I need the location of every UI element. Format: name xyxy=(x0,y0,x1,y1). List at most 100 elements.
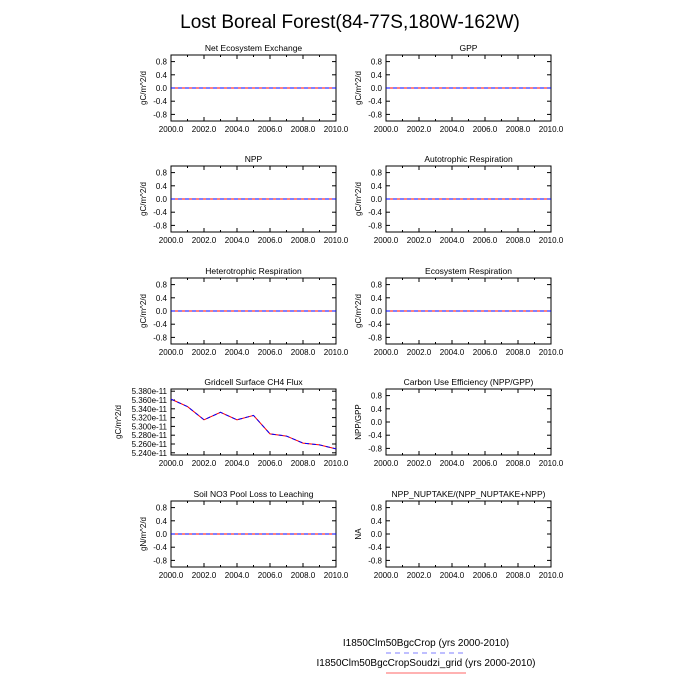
x-tick-label: 2002.0 xyxy=(407,125,432,134)
y-tick-label: 5.360e-11 xyxy=(132,396,168,405)
x-tick-label: 2002.0 xyxy=(407,459,432,468)
y-tick-label: -0.4 xyxy=(368,543,382,552)
plot-frame xyxy=(385,388,552,456)
series-line-2 xyxy=(170,398,337,450)
y-tick-label: 0.8 xyxy=(156,58,168,67)
x-tick-label: 2010.0 xyxy=(324,459,349,468)
y-axis-label: gC/m^2/d xyxy=(354,294,363,328)
y-tick-label: -0.4 xyxy=(368,208,382,217)
y-axis-label: gC/m^2/d xyxy=(139,71,148,105)
x-tick-label: 2008.0 xyxy=(291,348,316,357)
chart-panel-soil-no3-pool-loss-to-leaching: Soil NO3 Pool Loss to Leaching 0.8 0.4 0.0 -… xyxy=(139,489,349,580)
x-tick-label: 2004.0 xyxy=(440,236,465,245)
figure-title: Lost Boreal Forest(84-77S,180W-162W) xyxy=(180,12,520,33)
y-tick-label: 0.0 xyxy=(156,307,168,316)
x-tick-label: 2010.0 xyxy=(539,459,564,468)
x-tick-label: 2002.0 xyxy=(407,571,432,580)
x-tick-label: 2006.0 xyxy=(473,571,498,580)
y-tick-label: 0.8 xyxy=(371,58,383,67)
y-tick-label: 0.0 xyxy=(371,530,383,539)
panel-title: Heterotrophic Respiration xyxy=(205,266,302,276)
y-tick-label: -0.8 xyxy=(368,221,382,230)
y-tick-label: -0.4 xyxy=(368,97,382,106)
series-line-1 xyxy=(170,398,337,450)
y-tick-label: 0.0 xyxy=(156,195,168,204)
x-tick-label: 2004.0 xyxy=(225,125,250,134)
x-tick-label: 2010.0 xyxy=(539,125,564,134)
y-axis-label: gC/m^2/d xyxy=(354,71,363,105)
plot-frame xyxy=(385,500,552,568)
x-tick-label: 2004.0 xyxy=(440,459,465,468)
y-tick-label: 0.0 xyxy=(371,84,383,93)
x-tick-label: 2008.0 xyxy=(506,571,531,580)
y-tick-label: 0.4 xyxy=(371,71,383,80)
chart-panel-npp-nuptake-npp-nuptake-npp: NPP_NUPTAKE/(NPP_NUPTAKE+NPP) 0.8 0.4 0.0 -0… xyxy=(354,489,564,580)
y-axis-label: gC/m^2/d xyxy=(114,405,123,439)
y-tick-label: 5.320e-11 xyxy=(132,414,168,423)
x-tick-label: 2000.0 xyxy=(159,571,184,580)
legend-item-1: I1850Clm50BgcCrop (yrs 2000-2010) xyxy=(343,638,509,654)
y-tick-label: -0.8 xyxy=(153,110,167,119)
y-tick-label: 0.4 xyxy=(371,405,383,414)
y-axis-label: NPP/GPP xyxy=(354,404,363,440)
x-tick-label: 2010.0 xyxy=(324,348,349,357)
legend-label-2: I1850Clm50BgcCropSoudzi_grid (yrs 2000-2… xyxy=(316,658,535,669)
x-tick-label: 2006.0 xyxy=(473,348,498,357)
y-axis-label: gN/m^2/d xyxy=(139,517,148,551)
x-tick-label: 2002.0 xyxy=(407,348,432,357)
y-tick-label: 0.4 xyxy=(371,517,383,526)
chart-panel-gpp: GPP 0.8 0.4 0.0 -0.4 -0.8 2000.0 2002.0 2004.0 20… xyxy=(354,43,564,134)
x-tick-label: 2004.0 xyxy=(225,571,250,580)
panel-title: Carbon Use Efficiency (NPP/GPP) xyxy=(404,377,534,387)
y-tick-label: 5.340e-11 xyxy=(132,405,168,414)
y-tick-label: 0.0 xyxy=(371,195,383,204)
y-tick-label: -0.8 xyxy=(368,556,382,565)
y-tick-label: -0.8 xyxy=(368,333,382,342)
chart-panel-npp: NPP 0.8 0.4 0.0 -0.4 -0.8 2000.0 2002.0 2004.0 20… xyxy=(139,154,349,245)
panel-title: Net Ecosystem Exchange xyxy=(205,43,303,53)
panel-grid: Net Ecosystem Exchange 0.8 0.4 0.0 -0.4 -0.8 2… xyxy=(114,43,564,580)
chart-panel-net-ecosystem-exchange: Net Ecosystem Exchange 0.8 0.4 0.0 -0.4 -0.8 2… xyxy=(139,43,349,134)
x-tick-label: 2002.0 xyxy=(192,459,217,468)
chart-panel-autotrophic-respiration: Autotrophic Respiration 0.8 0.4 0.0 -0.4 -0.8… xyxy=(354,154,564,245)
x-tick-label: 2006.0 xyxy=(473,459,498,468)
x-tick-label: 2006.0 xyxy=(258,571,283,580)
x-tick-label: 2000.0 xyxy=(159,125,184,134)
x-tick-label: 2000.0 xyxy=(374,571,399,580)
y-tick-label: -0.4 xyxy=(153,320,167,329)
x-tick-label: 2008.0 xyxy=(291,125,316,134)
y-tick-label: -0.4 xyxy=(153,97,167,106)
chart-panel-heterotrophic-respiration: Heterotrophic Respiration 0.8 0.4 0.0 -0.4 -0… xyxy=(139,266,349,357)
y-tick-label: 0.0 xyxy=(156,530,168,539)
x-tick-label: 2010.0 xyxy=(539,571,564,580)
y-tick-label: -0.4 xyxy=(153,543,167,552)
y-tick-label: 0.8 xyxy=(156,169,168,178)
panel-title: NPP_NUPTAKE/(NPP_NUPTAKE+NPP) xyxy=(392,489,546,499)
y-tick-label: -0.4 xyxy=(153,208,167,217)
x-tick-label: 2006.0 xyxy=(258,459,283,468)
chart-panel-ecosystem-respiration: Ecosystem Respiration 0.8 0.4 0.0 -0.4 -0.8 20… xyxy=(354,266,564,357)
x-tick-label: 2008.0 xyxy=(506,459,531,468)
y-tick-label: -0.8 xyxy=(153,556,167,565)
x-tick-label: 2000.0 xyxy=(159,236,184,245)
y-tick-label: 0.4 xyxy=(156,182,168,191)
y-tick-label: -0.4 xyxy=(368,320,382,329)
chart-panel-carbon-use-efficiency-npp-gpp: Carbon Use Efficiency (NPP/GPP) 0.8 0.4 0.0… xyxy=(354,377,564,468)
x-tick-label: 2004.0 xyxy=(440,348,465,357)
x-tick-label: 2000.0 xyxy=(374,459,399,468)
y-tick-label: -0.8 xyxy=(153,333,167,342)
y-tick-label: 0.8 xyxy=(371,504,383,513)
x-tick-label: 2004.0 xyxy=(440,125,465,134)
x-tick-label: 2004.0 xyxy=(225,459,250,468)
y-tick-label: 0.4 xyxy=(156,517,168,526)
legend-item-2: I1850Clm50BgcCropSoudzi_grid (yrs 2000-2… xyxy=(316,658,536,674)
panel-title: Autotrophic Respiration xyxy=(424,154,513,164)
plot-frame xyxy=(170,388,337,456)
x-tick-label: 2008.0 xyxy=(506,125,531,134)
x-tick-label: 2000.0 xyxy=(159,459,184,468)
y-tick-label: 0.8 xyxy=(371,169,383,178)
y-tick-label: 5.380e-11 xyxy=(132,387,168,396)
y-tick-label: -0.8 xyxy=(368,110,382,119)
legend: I1850Clm50BgcCrop (yrs 2000-2010) I1850C… xyxy=(316,638,536,674)
y-tick-label: 0.0 xyxy=(156,84,168,93)
